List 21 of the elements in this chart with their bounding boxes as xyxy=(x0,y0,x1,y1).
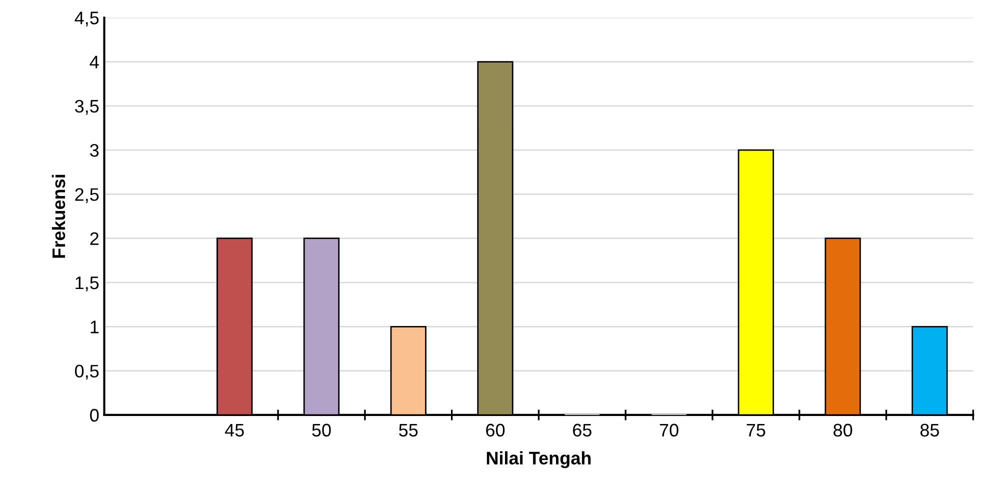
x-axis-title: Nilai Tengah xyxy=(486,451,591,468)
x-tick-label: 50 xyxy=(312,424,331,437)
x-tick-label: 60 xyxy=(486,424,505,437)
x-tick-label: 70 xyxy=(660,424,678,437)
y-tick-label: 3 xyxy=(90,144,99,157)
y-tick-label: 2 xyxy=(90,232,98,245)
x-tick-label: 45 xyxy=(224,424,244,437)
y-tick-label: 0 xyxy=(90,408,99,422)
x-tick-label: 85 xyxy=(920,424,939,437)
y-axis-title: Frekuensi xyxy=(52,174,66,258)
x-tick-label: 65 xyxy=(573,424,592,437)
y-tick-label: 1,5 xyxy=(76,276,99,292)
y-tick-label: 4,5 xyxy=(74,12,99,26)
y-tick-label: 4 xyxy=(90,56,99,68)
x-tick-label: 75 xyxy=(746,424,766,437)
y-tick-label: 3,5 xyxy=(74,100,99,115)
y-tick-label: 1 xyxy=(90,320,99,334)
x-tick-label: 80 xyxy=(834,424,852,437)
x-tick-label: 55 xyxy=(399,424,418,437)
y-tick-label: 0,5 xyxy=(75,364,99,380)
y-tick-label: 2,5 xyxy=(75,188,99,204)
